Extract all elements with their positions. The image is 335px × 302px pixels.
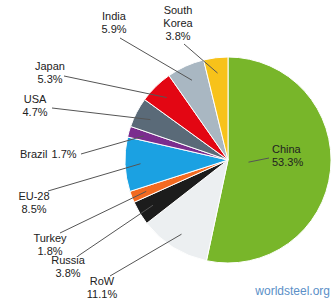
category-label: Japan bbox=[35, 60, 65, 72]
slice-label: EU-288.5% bbox=[18, 190, 49, 215]
value-label: 53.3% bbox=[272, 156, 303, 168]
value-label: 5.3% bbox=[37, 73, 62, 85]
category-label: EU-28 bbox=[18, 190, 49, 202]
value-label: 1.8% bbox=[37, 245, 62, 257]
slice-label: RoW11.1% bbox=[87, 275, 118, 300]
leader-line bbox=[81, 136, 144, 154]
pie-slice bbox=[204, 57, 228, 160]
leader-line bbox=[110, 234, 182, 276]
value-label: 11.1% bbox=[87, 288, 118, 300]
pie-chart: China53.3%RoW11.1%Russia3.8%Turkey1.8%EU… bbox=[0, 0, 335, 302]
value-label: 4.7% bbox=[22, 106, 47, 118]
slice-label: Japan5.3% bbox=[35, 60, 65, 85]
value-label: 5.9% bbox=[101, 23, 126, 35]
category-label: SouthKorea bbox=[163, 4, 193, 29]
category-label: China bbox=[272, 143, 302, 155]
slice-label: USA4.7% bbox=[22, 93, 47, 118]
leader-lines bbox=[48, 38, 269, 276]
leader-line bbox=[78, 205, 153, 256]
value-label: 1.7% bbox=[52, 148, 77, 160]
category-label: USA bbox=[24, 93, 47, 105]
source-note: worldsteel.org bbox=[254, 284, 330, 298]
slice-label: Brazil 1.7% bbox=[20, 148, 77, 160]
category-label: Turkey bbox=[33, 232, 67, 244]
slice-label: China53.3% bbox=[272, 143, 303, 168]
category-label: RoW bbox=[90, 275, 115, 287]
value-label: 3.8% bbox=[55, 267, 80, 279]
category-label: Brazil bbox=[20, 148, 48, 160]
leader-line bbox=[52, 108, 150, 120]
slices bbox=[125, 57, 331, 263]
slice-label: Turkey1.8% bbox=[33, 232, 67, 257]
data-labels: China53.3%RoW11.1%Russia3.8%Turkey1.8%EU… bbox=[18, 4, 303, 300]
leader-line bbox=[248, 158, 269, 162]
slice-label: Russia3.8% bbox=[51, 254, 86, 279]
slice-label: India5.9% bbox=[101, 10, 126, 35]
value-label: 3.8% bbox=[165, 30, 190, 42]
leader-line bbox=[64, 76, 167, 98]
leader-line bbox=[60, 191, 146, 233]
slice-label: SouthKorea3.8% bbox=[163, 4, 193, 42]
category-label: India bbox=[102, 10, 127, 22]
leader-line bbox=[184, 44, 218, 73]
leader-line bbox=[120, 38, 192, 80]
leader-line bbox=[48, 164, 141, 191]
value-label: 8.5% bbox=[21, 203, 46, 215]
